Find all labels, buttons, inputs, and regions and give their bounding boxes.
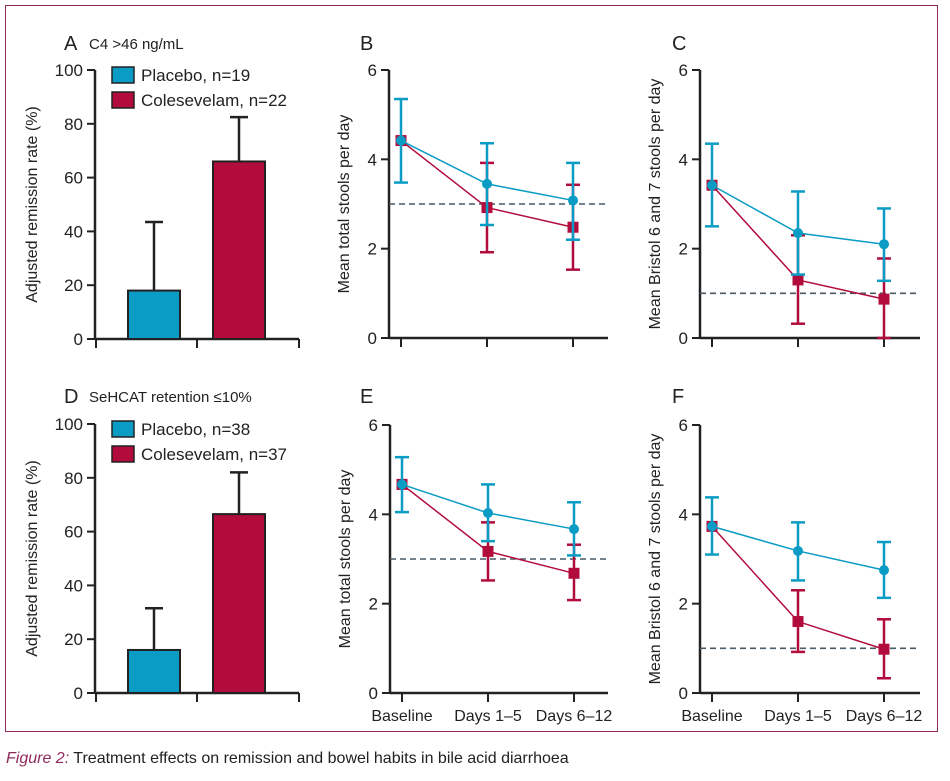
y-tick-label: 0 bbox=[368, 329, 377, 348]
y-tick-label: 6 bbox=[368, 61, 377, 80]
y-tick-label: 80 bbox=[64, 469, 83, 488]
y-tick-label: 100 bbox=[55, 415, 83, 434]
caption-label: Figure 2: bbox=[6, 750, 70, 767]
legend-label: Colesevelam, n=37 bbox=[141, 445, 287, 464]
legend-swatch bbox=[111, 66, 135, 84]
y-tick-label: 4 bbox=[369, 505, 378, 524]
data-point-colesevelam bbox=[792, 274, 804, 286]
data-point-placebo bbox=[568, 195, 578, 206]
y-axis-label: Mean total stools per day bbox=[336, 115, 353, 294]
legend-swatch bbox=[111, 91, 135, 109]
x-tick-label: Baseline bbox=[371, 708, 432, 725]
data-point-placebo bbox=[707, 521, 717, 532]
y-tick-label: 4 bbox=[679, 505, 688, 524]
data-point-placebo bbox=[396, 135, 406, 146]
x-tick-label: Baseline bbox=[681, 708, 742, 725]
legend-label: Colesevelam, n=22 bbox=[141, 91, 287, 110]
y-tick-label: 40 bbox=[64, 222, 83, 241]
y-tick-label: 60 bbox=[64, 169, 83, 188]
bar-colesevelam bbox=[212, 160, 266, 340]
y-tick-label: 2 bbox=[368, 240, 377, 259]
bar-colesevelam bbox=[212, 513, 266, 694]
panel-a: A C4 >46 ng/mL 0 20 40 60 80 100 Adjusted remiss… bbox=[24, 33, 300, 349]
data-point-colesevelam bbox=[878, 293, 890, 305]
x-tick-label: Days 1–5 bbox=[454, 708, 522, 725]
bar-placebo bbox=[127, 289, 181, 340]
y-tick-label: 0 bbox=[74, 684, 83, 703]
data-point-placebo bbox=[569, 524, 579, 535]
y-tick-label: 6 bbox=[369, 416, 378, 435]
panel-b: B 0 2 4 6 Mean total stools per day bbox=[336, 33, 608, 348]
y-tick-label: 0 bbox=[679, 329, 688, 348]
panel-letter: B bbox=[360, 33, 373, 55]
y-axis-label: Mean Bristol 6 and 7 stools per day bbox=[647, 79, 664, 330]
panel-d: D SeHCAT retention ≤10% 0 20 40 60 80 100 Adjust… bbox=[24, 386, 300, 703]
data-point-colesevelam bbox=[878, 643, 890, 655]
data-point-placebo bbox=[707, 180, 717, 191]
data-point-placebo bbox=[879, 565, 889, 576]
data-point-placebo bbox=[482, 178, 492, 189]
x-tick-label: Days 1–5 bbox=[764, 708, 832, 725]
panel-letter: E bbox=[360, 386, 373, 408]
panel-letter: C bbox=[672, 33, 686, 55]
figure-frame bbox=[5, 5, 938, 732]
y-axis-label: Adjusted remission rate (%) bbox=[24, 106, 41, 303]
y-axis-label: Mean total stools per day bbox=[337, 470, 354, 649]
panel-e: E 0 2 4 6 Mean total stools per day Baseline Da… bbox=[337, 386, 612, 725]
panel-letter: D bbox=[64, 386, 78, 408]
data-point-placebo bbox=[483, 507, 493, 518]
data-point-placebo bbox=[793, 545, 803, 556]
y-tick-label: 2 bbox=[679, 240, 688, 259]
y-axis-label: Mean Bristol 6 and 7 stools per day bbox=[647, 434, 664, 685]
legend-swatch bbox=[111, 420, 135, 438]
y-tick-label: 4 bbox=[368, 150, 377, 169]
y-tick-label: 60 bbox=[64, 523, 83, 542]
x-tick-label: Days 6–12 bbox=[846, 708, 923, 725]
y-tick-label: 2 bbox=[369, 595, 378, 614]
y-tick-label: 0 bbox=[369, 684, 378, 703]
legend-label: Placebo, n=38 bbox=[141, 420, 250, 439]
y-tick-label: 20 bbox=[64, 276, 83, 295]
legend-label: Placebo, n=19 bbox=[141, 66, 250, 85]
bar-placebo bbox=[127, 648, 181, 695]
panel-letter: F bbox=[672, 386, 684, 408]
data-point-placebo bbox=[879, 239, 889, 250]
y-tick-label: 4 bbox=[679, 150, 688, 169]
panel-letter: A bbox=[64, 33, 78, 55]
y-tick-label: 20 bbox=[64, 630, 83, 649]
panel-f: F 0 2 4 6 Mean Bristol 6 and 7 stools per day… bbox=[647, 386, 922, 725]
y-tick-label: 6 bbox=[679, 61, 688, 80]
y-tick-label: 40 bbox=[64, 576, 83, 595]
data-point-colesevelam bbox=[792, 616, 804, 628]
data-point-placebo bbox=[397, 479, 407, 490]
panel-title: SeHCAT retention ≤10% bbox=[89, 389, 252, 406]
y-axis-label: Adjusted remission rate (%) bbox=[24, 460, 41, 657]
y-tick-label: 80 bbox=[64, 115, 83, 134]
y-tick-label: 2 bbox=[679, 595, 688, 614]
y-tick-label: 6 bbox=[679, 416, 688, 435]
figure-caption: Figure 2: Treatment effects on remission… bbox=[6, 750, 569, 768]
data-point-placebo bbox=[793, 228, 803, 239]
caption-text: Treatment effects on remission and bowel… bbox=[69, 750, 569, 767]
y-tick-label: 100 bbox=[55, 61, 83, 80]
data-point-colesevelam bbox=[482, 545, 494, 557]
legend-swatch bbox=[111, 445, 135, 463]
y-tick-label: 0 bbox=[74, 330, 83, 349]
x-tick-label: Days 6–12 bbox=[536, 708, 613, 725]
y-tick-label: 0 bbox=[679, 684, 688, 703]
data-point-colesevelam bbox=[568, 567, 580, 579]
panel-title: C4 >46 ng/mL bbox=[89, 36, 184, 53]
panel-c: C 0 2 4 6 Mean Bristol 6 and 7 stools per day bbox=[647, 33, 920, 348]
